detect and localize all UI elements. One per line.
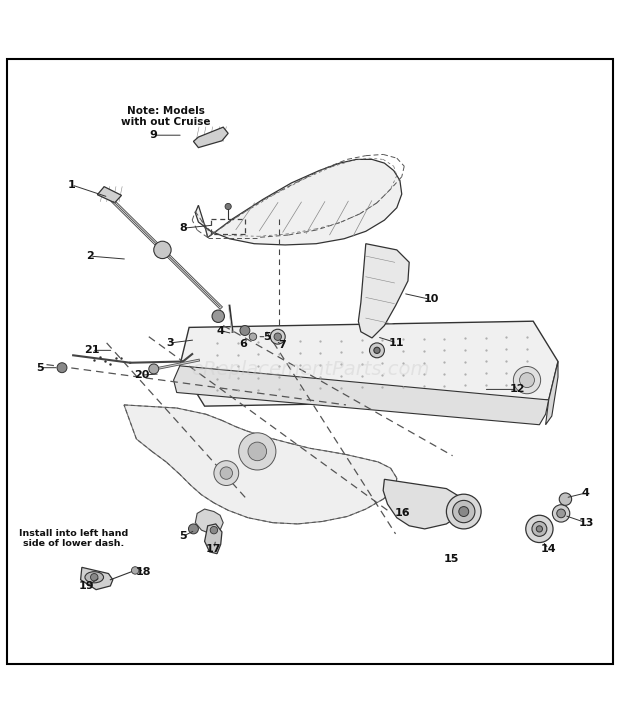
- Circle shape: [559, 493, 572, 505]
- Text: 4: 4: [216, 325, 224, 335]
- Polygon shape: [124, 405, 397, 524]
- Circle shape: [131, 567, 139, 574]
- Circle shape: [532, 521, 547, 536]
- Text: 20: 20: [134, 370, 149, 380]
- Polygon shape: [195, 509, 223, 534]
- Circle shape: [214, 461, 239, 486]
- Circle shape: [520, 372, 534, 388]
- Text: 15: 15: [444, 554, 459, 564]
- Polygon shape: [180, 321, 558, 406]
- Circle shape: [188, 524, 198, 534]
- Ellipse shape: [85, 572, 104, 583]
- Circle shape: [239, 433, 276, 470]
- Polygon shape: [195, 159, 402, 245]
- Text: 1: 1: [68, 180, 75, 190]
- Circle shape: [446, 495, 481, 529]
- Circle shape: [154, 241, 171, 259]
- Circle shape: [557, 509, 565, 518]
- Polygon shape: [81, 568, 113, 590]
- Polygon shape: [174, 366, 549, 424]
- Polygon shape: [97, 187, 122, 202]
- Circle shape: [248, 442, 267, 461]
- Text: 8: 8: [179, 223, 187, 234]
- Circle shape: [374, 347, 380, 354]
- Text: 3: 3: [167, 338, 174, 348]
- Text: 4: 4: [582, 488, 590, 498]
- Text: 13: 13: [578, 518, 593, 528]
- Text: 7: 7: [278, 340, 286, 350]
- Text: 6: 6: [239, 339, 247, 349]
- Polygon shape: [205, 524, 222, 554]
- Text: 2: 2: [86, 251, 94, 261]
- Circle shape: [370, 343, 384, 358]
- Text: 14: 14: [541, 544, 557, 554]
- Text: 21: 21: [84, 346, 99, 355]
- Circle shape: [210, 526, 218, 534]
- Circle shape: [552, 505, 570, 522]
- Circle shape: [225, 203, 231, 210]
- Circle shape: [274, 333, 281, 341]
- Polygon shape: [358, 244, 409, 338]
- Text: eReplacementParts.com: eReplacementParts.com: [191, 360, 429, 379]
- Text: 17: 17: [206, 544, 222, 554]
- Text: 16: 16: [395, 508, 411, 518]
- Text: 11: 11: [389, 338, 404, 348]
- Text: Install into left hand
side of lower dash.: Install into left hand side of lower das…: [19, 529, 128, 548]
- Text: 19: 19: [79, 581, 95, 591]
- Text: 9: 9: [150, 130, 157, 140]
- Text: Note: Models
with out Cruise: Note: Models with out Cruise: [122, 106, 211, 127]
- Circle shape: [220, 467, 232, 479]
- Circle shape: [270, 329, 285, 344]
- Circle shape: [536, 526, 542, 532]
- Text: 18: 18: [136, 568, 151, 577]
- Text: 5: 5: [37, 363, 44, 372]
- Text: 12: 12: [510, 385, 525, 395]
- Circle shape: [240, 325, 250, 335]
- Circle shape: [459, 507, 469, 516]
- Circle shape: [249, 333, 257, 341]
- Circle shape: [149, 364, 159, 374]
- Polygon shape: [193, 127, 228, 147]
- Text: 5: 5: [179, 531, 187, 542]
- Circle shape: [57, 363, 67, 372]
- Circle shape: [453, 500, 475, 523]
- Circle shape: [526, 515, 553, 542]
- Text: 5: 5: [263, 332, 270, 342]
- Circle shape: [212, 310, 224, 322]
- Text: 10: 10: [423, 294, 438, 304]
- Polygon shape: [546, 362, 558, 424]
- Polygon shape: [383, 479, 464, 529]
- Circle shape: [91, 573, 98, 581]
- Circle shape: [513, 367, 541, 394]
